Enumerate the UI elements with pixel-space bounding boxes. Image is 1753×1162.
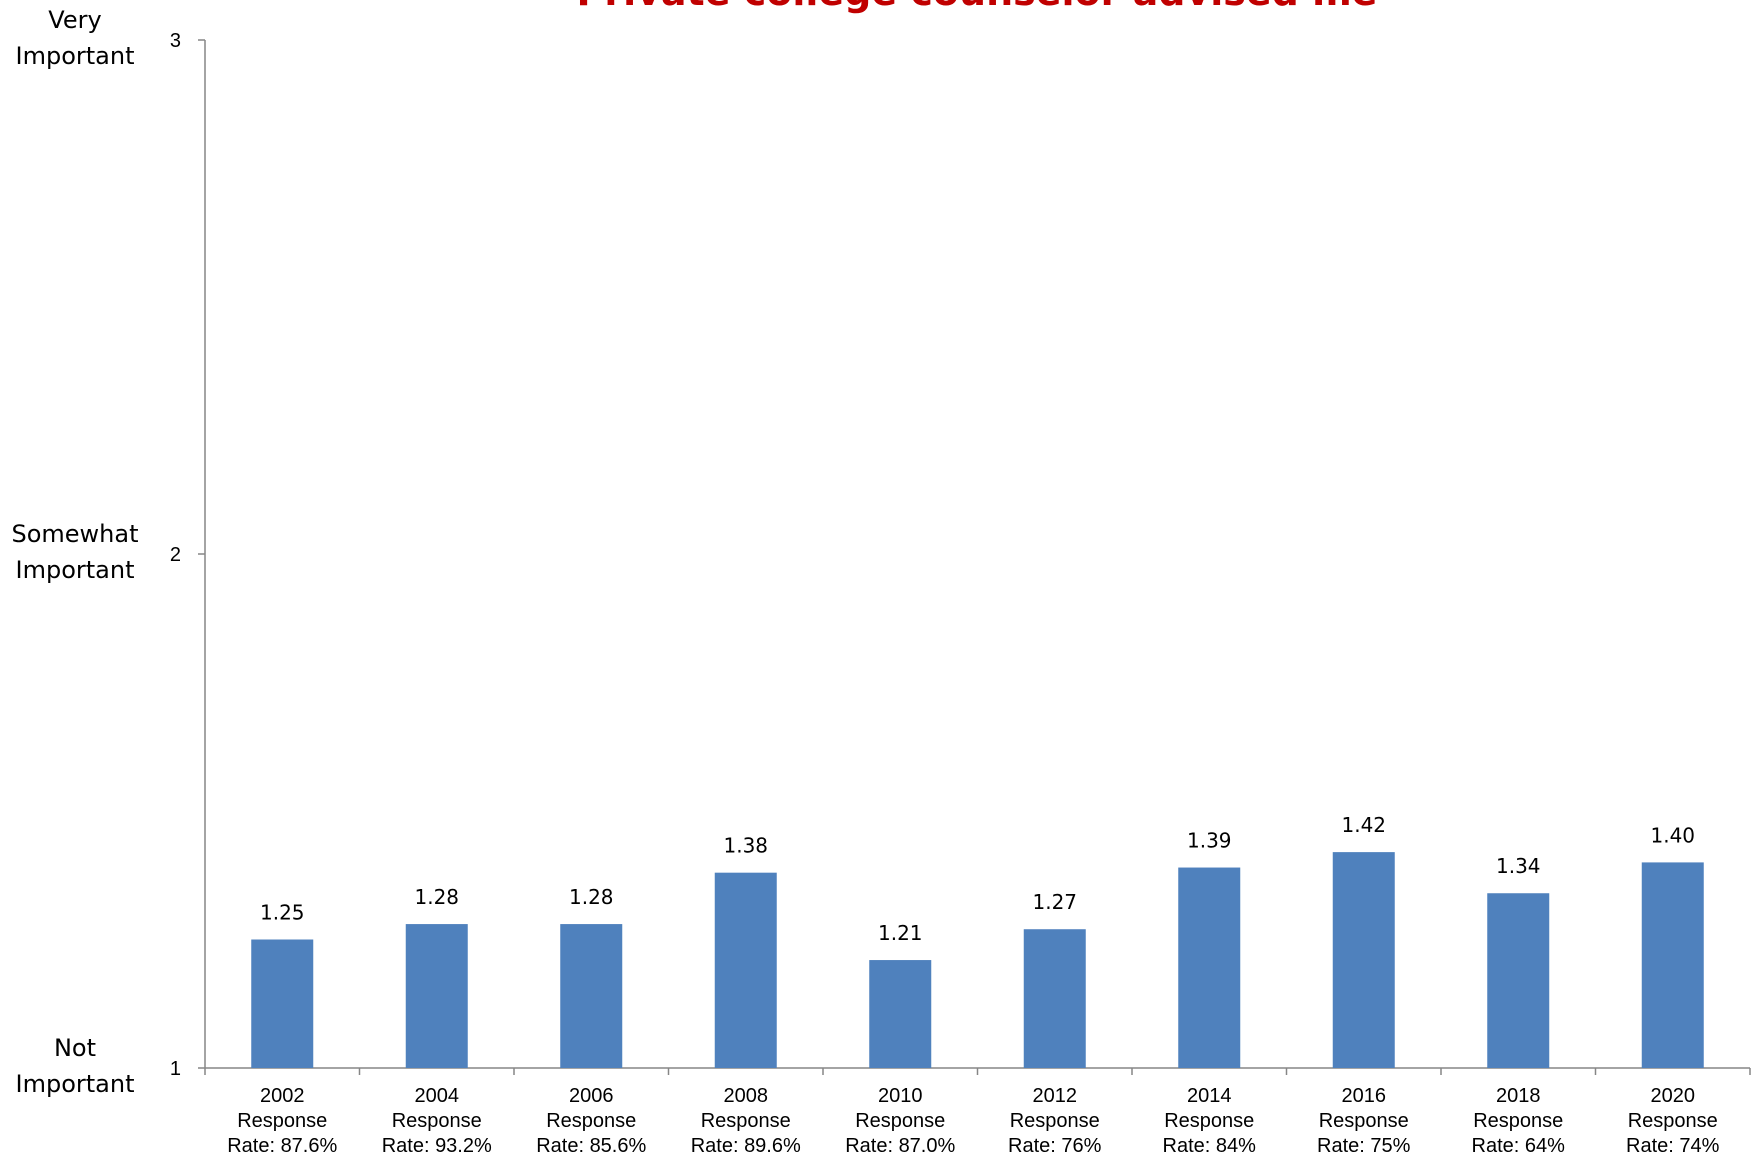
x-tick-label-line: Response xyxy=(1319,1110,1409,1132)
x-tick-label-line: Response xyxy=(392,1110,482,1132)
x-tick-label: 2016 Response Rate: 75% xyxy=(1317,1085,1411,1157)
x-tick-label: 2008 Response Rate: 89.6% xyxy=(691,1085,801,1157)
x-tick-label-line: Rate: 89.6% xyxy=(691,1135,801,1157)
x-tick-label-line: Response xyxy=(1164,1110,1254,1132)
x-tick-label-line: Rate: 74% xyxy=(1626,1135,1720,1157)
x-tick-label-line: Rate: 84% xyxy=(1163,1135,1257,1157)
data-label: 1.25 xyxy=(260,901,305,925)
x-tick-label: 2004 Response Rate: 93.2% xyxy=(382,1085,492,1157)
x-tick-label-line: Rate: 87.0% xyxy=(845,1135,955,1157)
x-tick-label-line: 2010 xyxy=(878,1085,923,1107)
data-label: 1.28 xyxy=(569,885,614,909)
x-tick-label-line: Response xyxy=(1473,1110,1563,1132)
y-axis: 1 2 3 Very Important Somewhat Important Not Impo… xyxy=(11,6,206,1098)
data-label: 1.40 xyxy=(1650,823,1695,847)
x-tick-label-line: Rate: 64% xyxy=(1472,1135,1566,1157)
x-tick-label-line: Rate: 76% xyxy=(1008,1135,1102,1157)
x-axis: 2002 Response Rate: 87.6% 2004 Response Rate:… xyxy=(204,1067,1751,1157)
x-tick-label: 2012 Response Rate: 76% xyxy=(1008,1085,1102,1157)
bar-series: 1.25 1.28 1.28 1.38 1.21 1.27 1.39 1.42 1.34 1.40 xyxy=(251,813,1704,1068)
y-scale-label: Somewhat Important xyxy=(11,520,138,584)
x-tick-label-line: Rate: 75% xyxy=(1317,1135,1411,1157)
x-tick-label: 2006 Response Rate: 85.6% xyxy=(536,1085,646,1157)
x-tick-label-line: 2002 xyxy=(260,1085,305,1107)
x-tick-label: 2010 Response Rate: 87.0% xyxy=(845,1085,955,1157)
y-scale-label-line: Somewhat xyxy=(11,520,138,548)
x-tick-label-line: 2006 xyxy=(569,1085,614,1107)
y-scale-label-line: Very xyxy=(48,6,101,34)
x-tick-label: 2002 Response Rate: 87.6% xyxy=(227,1085,337,1157)
bar xyxy=(1641,862,1704,1068)
data-label: 1.27 xyxy=(1032,890,1077,914)
x-tick-label-line: Rate: 85.6% xyxy=(536,1135,646,1157)
y-scale-label-line: Not xyxy=(54,1034,96,1062)
x-tick-label-line: 2004 xyxy=(415,1085,460,1107)
bar xyxy=(1487,893,1550,1068)
y-scale-label-line: Important xyxy=(16,1070,135,1098)
bar xyxy=(1023,929,1086,1068)
x-tick-label-line: 2016 xyxy=(1342,1085,1387,1107)
chart-title: Private college counselor advised me xyxy=(577,0,1378,14)
x-tick-label-line: Response xyxy=(546,1110,636,1132)
y-tick-label: 2 xyxy=(170,544,181,566)
x-tick-label-line: 2012 xyxy=(1033,1085,1078,1107)
bar xyxy=(405,924,468,1068)
bar xyxy=(560,924,623,1068)
x-tick-label-line: 2020 xyxy=(1651,1085,1696,1107)
x-tick-label: 2020 Response Rate: 74% xyxy=(1626,1085,1720,1157)
data-label: 1.28 xyxy=(414,885,459,909)
bar xyxy=(251,939,314,1068)
x-tick-label-line: Response xyxy=(1628,1110,1718,1132)
y-tick-label: 3 xyxy=(170,30,181,52)
x-tick-label-line: 2014 xyxy=(1187,1085,1232,1107)
x-tick-label-line: 2018 xyxy=(1496,1085,1541,1107)
bar xyxy=(714,872,777,1068)
bar xyxy=(1332,852,1395,1068)
bar xyxy=(1178,867,1241,1068)
y-scale-label: Very Important xyxy=(16,6,135,70)
data-label: 1.38 xyxy=(723,834,768,858)
y-scale-label: Not Important xyxy=(16,1034,135,1098)
y-scale-label-line: Important xyxy=(16,42,135,70)
x-tick-label-line: Response xyxy=(701,1110,791,1132)
data-label: 1.21 xyxy=(878,921,923,945)
data-label: 1.39 xyxy=(1187,829,1232,853)
x-tick-label-line: Response xyxy=(855,1110,945,1132)
bar xyxy=(869,960,932,1068)
x-tick-label-line: 2008 xyxy=(724,1085,769,1107)
x-tick-label: 2018 Response Rate: 64% xyxy=(1472,1085,1566,1157)
x-tick-label-line: Response xyxy=(1010,1110,1100,1132)
x-tick-label-line: Rate: 87.6% xyxy=(227,1135,337,1157)
x-tick-label-line: Rate: 93.2% xyxy=(382,1135,492,1157)
y-tick-label: 1 xyxy=(170,1058,181,1080)
x-tick-label: 2014 Response Rate: 84% xyxy=(1163,1085,1257,1157)
x-tick-label-line: Response xyxy=(237,1110,327,1132)
data-label: 1.42 xyxy=(1341,813,1386,837)
data-label: 1.34 xyxy=(1496,854,1541,878)
y-scale-label-line: Important xyxy=(16,556,135,584)
